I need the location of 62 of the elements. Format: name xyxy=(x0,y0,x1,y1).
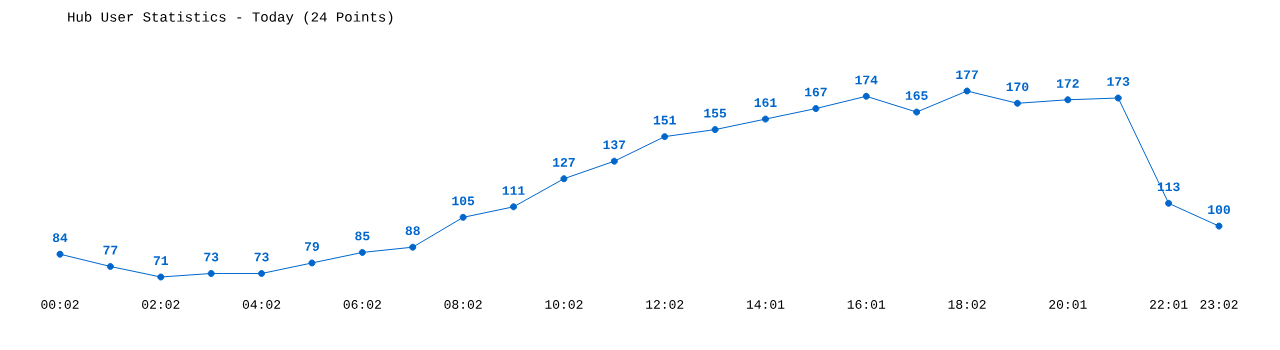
data-label: 174 xyxy=(855,75,878,85)
x-tick-label: 14:01 xyxy=(746,300,785,309)
x-tick-label: 10:02 xyxy=(545,300,583,309)
data-label: 71 xyxy=(153,256,169,265)
point xyxy=(1064,96,1072,104)
point xyxy=(560,175,568,183)
data-label: 84 xyxy=(52,233,68,243)
point xyxy=(812,105,820,113)
data-label: 73 xyxy=(254,252,269,262)
data-label: 155 xyxy=(704,108,727,118)
data-label: 111 xyxy=(502,186,525,195)
point xyxy=(761,115,769,123)
point xyxy=(1013,99,1021,107)
data-label: 177 xyxy=(956,70,978,79)
point xyxy=(409,243,417,251)
data-label: 85 xyxy=(355,231,370,241)
data-label: 79 xyxy=(304,242,319,251)
point xyxy=(510,203,518,211)
point xyxy=(711,126,719,134)
point xyxy=(157,273,165,281)
data-label: 77 xyxy=(103,245,118,255)
data-label: 165 xyxy=(905,91,928,100)
point xyxy=(358,248,366,256)
x-tick-label: 04:02 xyxy=(242,300,281,309)
data-label: 73 xyxy=(204,252,219,262)
point xyxy=(1215,222,1223,230)
point xyxy=(1165,199,1173,207)
data-label: 88 xyxy=(405,226,420,236)
point xyxy=(56,250,64,258)
data-label: 161 xyxy=(754,98,777,108)
data-label: 137 xyxy=(603,140,626,150)
x-tick-label: 02:02 xyxy=(142,300,180,309)
data-label: 151 xyxy=(653,115,676,125)
x-tick-label: 22:01 xyxy=(1150,300,1188,309)
data-label: 167 xyxy=(805,87,827,97)
data-label: 105 xyxy=(452,196,475,206)
x-tick-label: 12:02 xyxy=(646,300,684,309)
point xyxy=(459,213,467,221)
data-label: 170 xyxy=(1006,82,1029,92)
data-label: 173 xyxy=(1107,77,1130,86)
point xyxy=(1114,94,1122,102)
point xyxy=(610,157,618,165)
data-label: 113 xyxy=(1157,182,1180,192)
x-tick-label: 16:01 xyxy=(847,300,886,309)
x-tick-label: 08:02 xyxy=(444,300,482,309)
x-tick-label: 23:02 xyxy=(1200,300,1238,309)
x-tick-label: 06:02 xyxy=(343,300,381,309)
point xyxy=(207,270,215,277)
chart-title: Hub User Statistics - Today (24 Points) xyxy=(68,11,393,25)
point xyxy=(258,270,266,277)
x-tick-label: 20:01 xyxy=(1049,300,1087,309)
x-tick-label: 00:02 xyxy=(41,300,79,309)
point xyxy=(308,259,316,267)
data-label: 127 xyxy=(553,157,575,167)
point xyxy=(106,262,114,270)
point xyxy=(913,108,921,116)
x-tick-label: 18:02 xyxy=(948,300,986,309)
point xyxy=(963,87,971,95)
data-label: 100 xyxy=(1208,205,1230,215)
point xyxy=(862,92,870,100)
data-label: 172 xyxy=(1057,79,1079,88)
point xyxy=(661,133,669,141)
